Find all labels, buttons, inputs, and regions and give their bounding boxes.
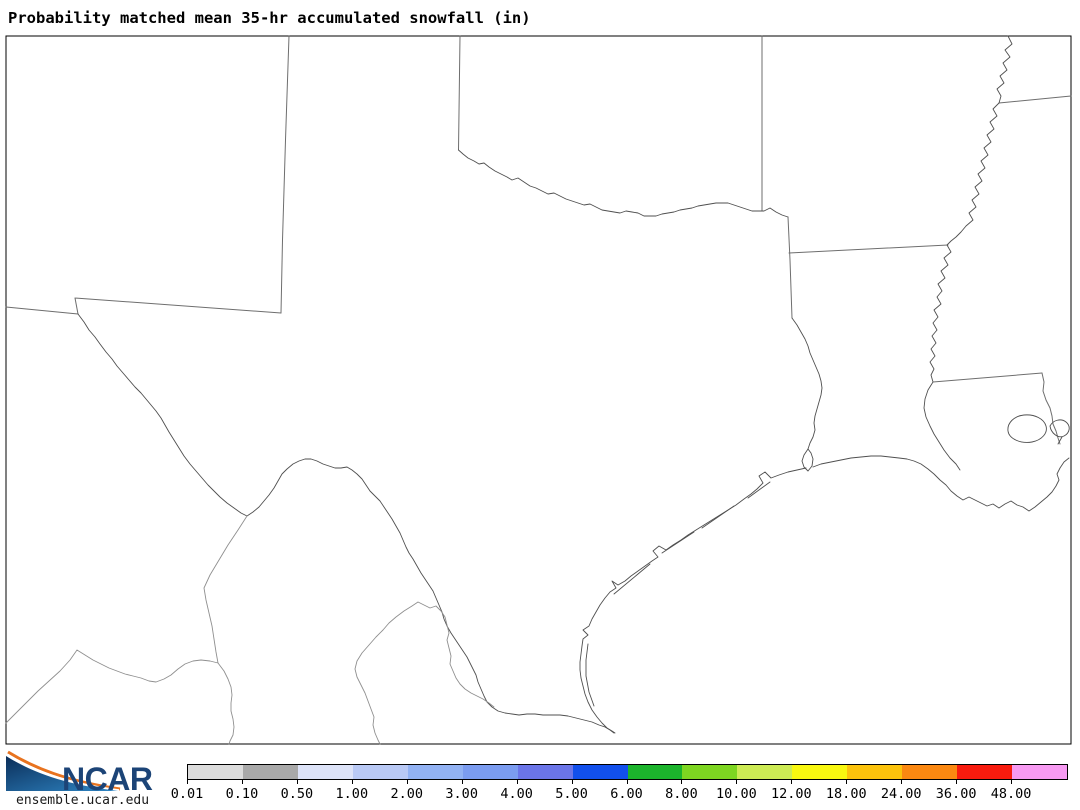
colorbar-segment — [792, 765, 848, 779]
colorbar — [187, 764, 1068, 780]
state-border-la-ms-31n — [932, 372, 1043, 383]
colorbar-segment — [627, 765, 683, 779]
colorbar-segment — [737, 765, 793, 779]
state-border-tx-ok-100w — [458, 35, 461, 151]
colorbar-segment — [902, 765, 958, 779]
colorbar-segment — [242, 765, 298, 779]
figure-title: Probability matched mean 35-hr accumulat… — [8, 9, 531, 27]
state-border-ar-la-33n — [788, 244, 949, 254]
ncar-swoosh-icon — [6, 756, 118, 791]
intl-border-nm-mexico — [5, 306, 79, 315]
colorbar-segment — [517, 765, 573, 779]
gulf-coastline-tx — [579, 467, 807, 734]
ncar-logo: NCAR — [6, 750, 153, 797]
river-rio-grande — [77, 313, 615, 734]
state-border-nm-tx-32n — [74, 297, 282, 315]
colorbar-segment — [1012, 765, 1067, 779]
colorbar-segment — [407, 765, 463, 779]
state-border-tx-ar — [787, 216, 793, 319]
state-border-tn-ms — [998, 95, 1072, 104]
colorbar-segment — [682, 765, 738, 779]
river-sabine — [791, 317, 823, 450]
gulf-coastline-la — [812, 455, 1070, 512]
colorbar-segment — [297, 765, 353, 779]
colorbar-segment — [188, 765, 243, 779]
colorbar-segment — [572, 765, 628, 779]
state-border-pearl-river — [1041, 372, 1061, 445]
ncar-logo-text: NCAR — [62, 761, 153, 797]
lake-pontchartrain — [1007, 414, 1070, 445]
colorbar-segment — [847, 765, 903, 779]
map-frame — [5, 35, 1072, 745]
ncar-swoosh-highlight-icon — [6, 753, 120, 791]
river-mississippi — [923, 35, 1013, 471]
colorbar-segment — [957, 765, 1013, 779]
ncar-swoosh-accent-icon — [7, 750, 121, 791]
mexican-state-borders — [5, 515, 495, 745]
lake-sabine — [801, 448, 814, 472]
barrier-islands — [585, 481, 771, 707]
logo-url: ensemble.ucar.edu — [16, 793, 150, 808]
colorbar-segment — [352, 765, 408, 779]
river-red — [458, 149, 789, 218]
state-border-nm-east — [280, 35, 290, 314]
colorbar-segment — [462, 765, 518, 779]
